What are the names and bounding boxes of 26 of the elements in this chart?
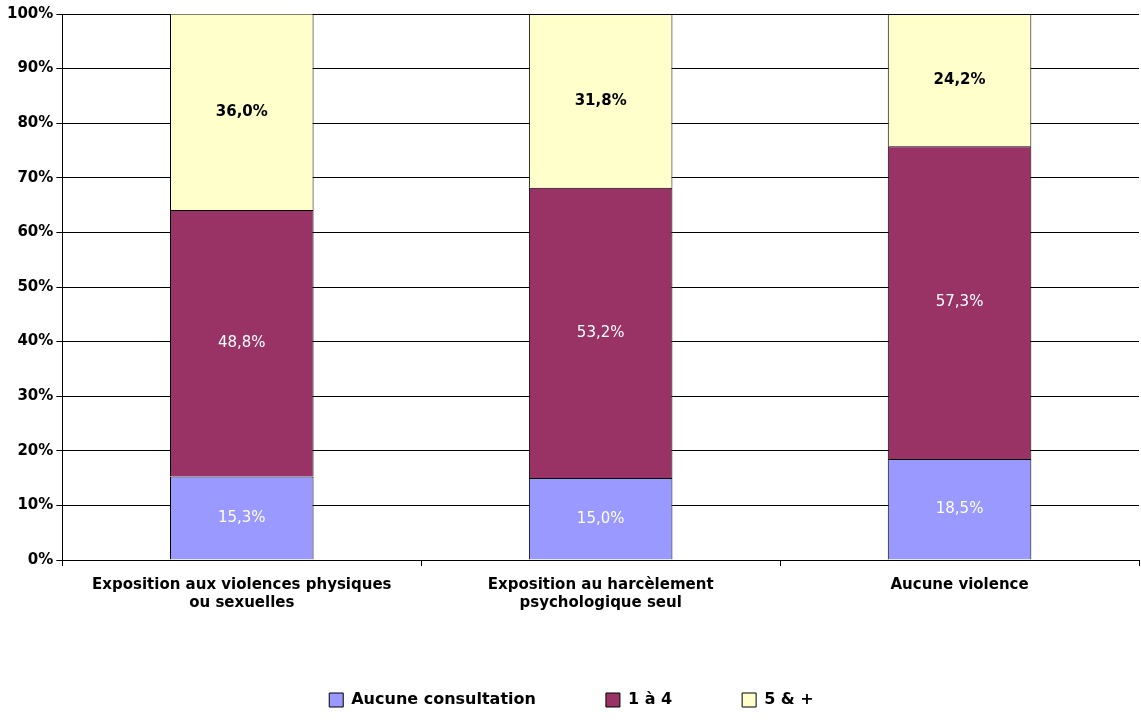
data-label: 31,8%: [574, 90, 627, 109]
y-tick-label: 30%: [17, 386, 54, 405]
x-tick-label: Exposition aux violences physiques ou sexuelles: [92, 574, 392, 611]
y-tick-label: 10%: [17, 495, 54, 514]
y-tick-label: 80%: [17, 113, 54, 132]
data-label: 36,0%: [215, 101, 268, 120]
y-tick-label: 20%: [17, 440, 54, 459]
data-label: 57,3%: [935, 292, 984, 311]
legend-label: 5 & +: [764, 689, 814, 709]
data-label: 53,2%: [576, 322, 625, 341]
y-tick-label: 70%: [17, 167, 54, 186]
data-label: 15,3%: [217, 507, 266, 526]
y-tick-label: 50%: [17, 276, 54, 295]
x-tick-label: Aucune violence: [890, 574, 1029, 593]
y-tick-label: 0%: [27, 549, 54, 568]
legend-label: Aucune consultation: [351, 689, 536, 709]
data-label: 15,0%: [576, 508, 625, 527]
data-label: 48,8%: [217, 333, 266, 352]
data-label: 18,5%: [935, 499, 984, 518]
data-label: 24,2%: [933, 69, 986, 88]
legend-label: 1 à 4: [627, 689, 673, 709]
y-tick-label: 60%: [17, 222, 54, 241]
y-tick-label: 40%: [17, 331, 54, 350]
x-tick-label: Exposition au harcèlement psychologique seul: [487, 574, 714, 611]
y-tick-label: 90%: [17, 58, 54, 77]
y-tick-label: 100%: [7, 3, 54, 22]
